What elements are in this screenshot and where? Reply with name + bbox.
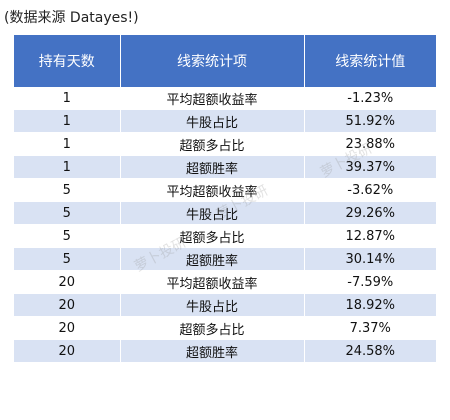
table-row: 1 超额多占比 23.88% xyxy=(14,132,436,156)
cell-stat-value: 12.87% xyxy=(304,224,436,248)
cell-holding-days: 5 xyxy=(14,224,121,248)
cell-stat-value: -3.62% xyxy=(304,178,436,202)
cell-stat-value: 29.26% xyxy=(304,201,436,225)
cell-stat-item: 超额多占比 xyxy=(120,316,305,340)
stats-table-container: 持有天数 线索统计项 线索统计值 1 平均超额收益率 -1.23% 1 牛股占比 51.9… xyxy=(14,35,436,363)
header-stat-value: 线索统计值 xyxy=(304,35,436,87)
cell-holding-days: 1 xyxy=(14,87,121,110)
cell-holding-days: 20 xyxy=(14,270,121,294)
data-source-note: (数据来源 Datayes!) xyxy=(4,10,139,26)
cell-stat-item: 超额多占比 xyxy=(120,132,305,156)
cell-holding-days: 5 xyxy=(14,201,121,225)
cell-stat-item: 超额胜率 xyxy=(120,247,305,271)
table-row: 1 平均超额收益率 -1.23% xyxy=(14,87,436,110)
table-row: 5 平均超额收益率 -3.62% xyxy=(14,178,436,202)
cell-holding-days: 5 xyxy=(14,247,121,271)
table-body: 1 平均超额收益率 -1.23% 1 牛股占比 51.92% 1 超额多占比 23.88% 1 超额… xyxy=(14,87,436,363)
cell-holding-days: 20 xyxy=(14,293,121,317)
cell-stat-value: 51.92% xyxy=(304,109,436,133)
table-row: 5 超额多占比 12.87% xyxy=(14,224,436,248)
table-row: 20 超额胜率 24.58% xyxy=(14,339,436,363)
header-stat-item: 线索统计项 xyxy=(120,35,305,87)
table-row: 20 牛股占比 18.92% xyxy=(14,293,436,317)
table-row: 20 平均超额收益率 -7.59% xyxy=(14,270,436,294)
cell-holding-days: 1 xyxy=(14,109,121,133)
table-row: 1 超额胜率 39.37% xyxy=(14,155,436,179)
cell-holding-days: 20 xyxy=(14,339,121,363)
cell-holding-days: 5 xyxy=(14,178,121,202)
cell-stat-value: 18.92% xyxy=(304,293,436,317)
cell-holding-days: 1 xyxy=(14,155,121,179)
stats-table: 持有天数 线索统计项 线索统计值 1 平均超额收益率 -1.23% 1 牛股占比 51.9… xyxy=(14,35,436,363)
cell-stat-item: 牛股占比 xyxy=(120,201,305,225)
table-row: 20 超额多占比 7.37% xyxy=(14,316,436,340)
cell-stat-item: 超额胜率 xyxy=(120,155,305,179)
cell-stat-value: 7.37% xyxy=(304,316,436,340)
cell-stat-item: 超额多占比 xyxy=(120,224,305,248)
cell-stat-item: 平均超额收益率 xyxy=(120,87,305,110)
table-header-row: 持有天数 线索统计项 线索统计值 xyxy=(14,35,436,87)
cell-stat-value: 23.88% xyxy=(304,132,436,156)
table-row: 5 牛股占比 29.26% xyxy=(14,201,436,225)
cell-stat-item: 平均超额收益率 xyxy=(120,178,305,202)
cell-stat-value: 24.58% xyxy=(304,339,436,363)
cell-stat-value: 30.14% xyxy=(304,247,436,271)
cell-stat-item: 牛股占比 xyxy=(120,109,305,133)
table-row: 1 牛股占比 51.92% xyxy=(14,109,436,133)
cell-stat-item: 平均超额收益率 xyxy=(120,270,305,294)
cell-holding-days: 20 xyxy=(14,316,121,340)
cell-stat-item: 超额胜率 xyxy=(120,339,305,363)
cell-stat-value: -1.23% xyxy=(304,87,436,110)
header-holding-days: 持有天数 xyxy=(14,35,121,87)
cell-stat-value: -7.59% xyxy=(304,270,436,294)
cell-stat-value: 39.37% xyxy=(304,155,436,179)
cell-holding-days: 1 xyxy=(14,132,121,156)
cell-stat-item: 牛股占比 xyxy=(120,293,305,317)
table-row: 5 超额胜率 30.14% xyxy=(14,247,436,271)
